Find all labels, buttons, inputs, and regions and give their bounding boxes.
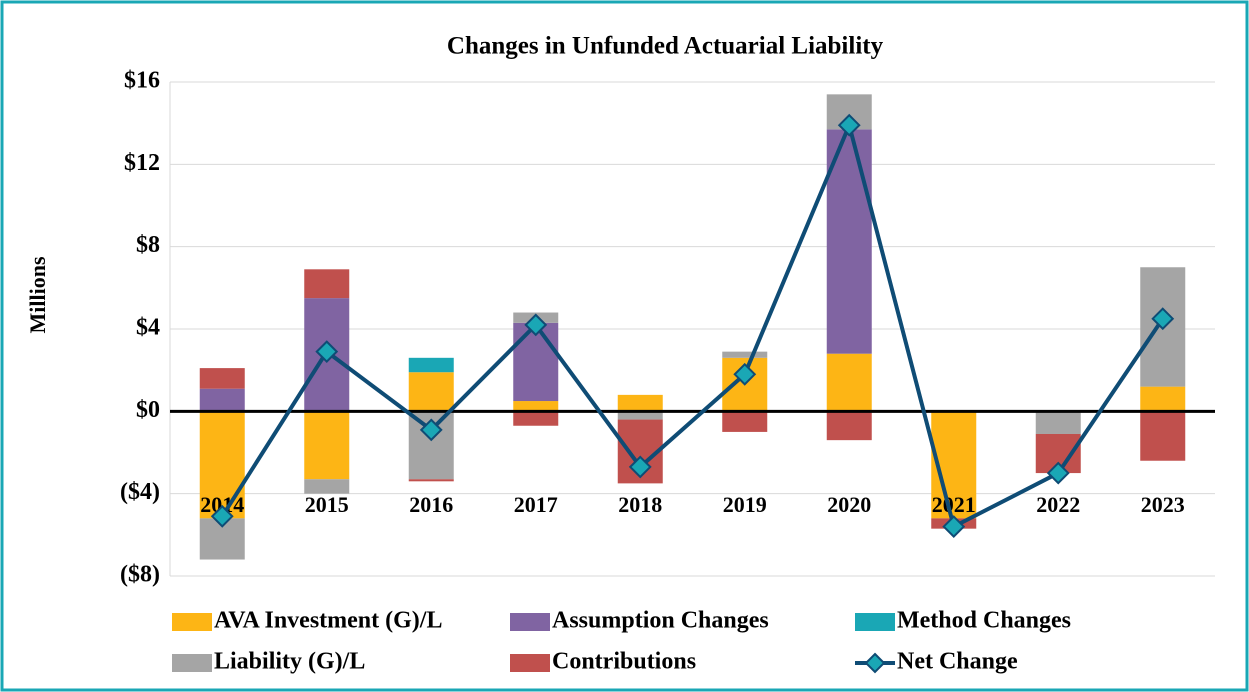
legend-swatch [510,613,550,631]
y-tick-label: $16 [124,68,160,94]
bar-segment [304,269,350,299]
line-marker [733,362,757,386]
bar-segment [722,411,768,432]
line-marker [524,313,548,337]
line-marker [628,455,652,479]
line-marker [1151,307,1175,331]
x-tick-label: 2023 [1141,492,1185,517]
line-marker [837,113,861,137]
bar-segment [617,394,663,412]
y-tick-label: $4 [136,315,160,341]
y-tick-label: ($4) [120,479,160,505]
x-tick-label: 2018 [618,492,662,517]
line-marker [942,515,966,539]
bar-segment [826,353,872,412]
chart-title: Changes in Unfunded Actuarial Liability [447,33,884,60]
x-tick-label: 2019 [723,492,767,517]
bar-segment [304,411,350,480]
legend-label: Method Changes [897,608,1071,634]
bar-segment [408,479,454,482]
legend-label: Net Change [897,649,1018,675]
line-marker [419,418,443,442]
legend-label: Contributions [552,649,696,675]
line [220,118,1165,530]
line-marker [1046,461,1070,485]
bar-segment [199,368,245,389]
bar-segment [1140,411,1186,461]
x-tick-label: 2015 [305,492,349,517]
legend-swatch [172,654,212,672]
bar-segment [199,388,245,412]
y-tick-label: $0 [136,397,160,423]
bar-segment [1035,411,1081,434]
bar-segment [722,351,768,358]
bar-segment [826,129,872,354]
x-tick-label: 2022 [1036,492,1080,517]
legend-swatch [855,613,895,631]
bar-segment [408,357,454,373]
y-tick-label: ($8) [120,562,160,588]
bar-segment [1140,386,1186,412]
bar-segment [304,479,350,494]
legend-marker [864,652,886,674]
x-tick-label: 2017 [514,492,558,517]
y-tick-label: $8 [136,232,160,258]
line-marker [315,340,339,364]
bar-segment [513,401,559,412]
x-tick-label: 2016 [409,492,453,517]
legend-label: AVA Investment (G)/L [214,608,442,634]
x-tick-label: 2021 [932,492,976,517]
bar-segment [826,411,872,441]
y-tick-label: $12 [124,150,160,176]
x-tick-label: 2020 [827,492,871,517]
y-axis-label: Millions [25,256,50,333]
bar-segment [199,411,245,519]
legend-swatch [172,613,212,631]
line-marker [210,504,234,528]
legend-label: Liability (G)/L [214,649,365,675]
legend-swatch [510,654,550,672]
legend-label: Assumption Changes [552,608,769,634]
bar-segment [408,372,454,412]
bar-segment [513,411,559,426]
bar-segment [617,411,663,420]
